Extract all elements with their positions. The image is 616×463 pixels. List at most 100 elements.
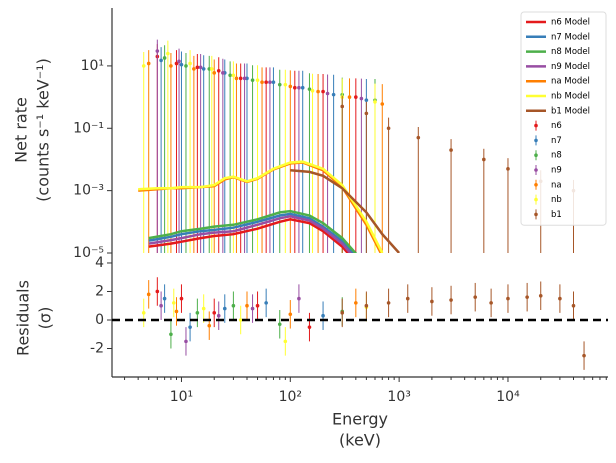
data-point	[293, 85, 297, 90]
legend-label: n8	[551, 151, 562, 161]
data-point	[198, 65, 203, 70]
data-point	[212, 311, 217, 315]
data-point	[449, 298, 453, 302]
y-tick-label: 10¹	[81, 58, 104, 74]
legend-label: b1 Model	[551, 106, 590, 116]
data-point	[201, 306, 206, 311]
data-point	[141, 64, 146, 68]
legend-label: n6	[551, 121, 562, 131]
data-point	[525, 295, 529, 299]
data-point	[177, 59, 181, 64]
data-point	[169, 332, 173, 337]
data-point	[288, 312, 293, 317]
data-point	[141, 311, 146, 315]
data-point	[231, 73, 236, 78]
model-line	[148, 209, 358, 253]
data-point	[146, 292, 151, 297]
legend-label: n8 Model	[551, 47, 590, 57]
data-point	[159, 58, 163, 63]
data-point	[222, 306, 227, 311]
data-point	[449, 148, 453, 152]
data-point	[195, 65, 200, 70]
data-point	[250, 306, 255, 311]
data-point	[386, 301, 391, 305]
data-point	[188, 325, 192, 329]
y-label: (σ)	[36, 307, 55, 330]
data-point	[162, 56, 167, 60]
x-tick-label: 10³	[387, 389, 410, 405]
data-point	[300, 85, 305, 90]
data-point	[373, 100, 377, 104]
plot-area	[138, 39, 576, 253]
model-line	[148, 218, 350, 253]
data-point	[386, 126, 391, 131]
data-point	[264, 80, 268, 85]
data-point	[359, 96, 364, 101]
legend-swatch	[534, 183, 538, 187]
legend-swatch	[534, 138, 538, 143]
data-point	[473, 295, 478, 299]
data-point	[166, 51, 170, 56]
data-point	[277, 322, 282, 327]
data-point	[271, 80, 276, 85]
data-point	[283, 339, 288, 344]
legend-swatch	[534, 168, 538, 172]
data-point	[250, 78, 255, 82]
y-tick-label: 4	[95, 255, 104, 271]
legend-label: b1	[551, 210, 562, 220]
data-point	[216, 313, 221, 318]
data-point	[416, 135, 421, 140]
data-point	[321, 89, 325, 94]
plot-area	[141, 277, 586, 370]
data-point	[354, 95, 358, 99]
data-point	[340, 311, 345, 315]
data-point	[238, 76, 243, 81]
legend-swatch	[534, 123, 538, 128]
model-line	[148, 215, 352, 253]
data-point	[231, 303, 236, 308]
data-point	[207, 67, 212, 71]
legend-swatch	[534, 212, 538, 217]
data-point	[184, 64, 188, 68]
data-point	[210, 67, 214, 71]
data-point	[331, 92, 336, 97]
data-point	[234, 76, 239, 81]
legend: n6 Model n7 Model n8 Model n9 Model na Model…	[520, 11, 607, 226]
data-point	[192, 67, 196, 71]
data-point	[255, 78, 260, 82]
legend-label: n7 Model	[551, 32, 590, 42]
legend-swatch	[534, 197, 538, 202]
data-point	[364, 303, 369, 308]
legend-label: n9 Model	[551, 62, 590, 72]
data-point	[405, 296, 410, 301]
data-point	[297, 296, 301, 301]
data-point	[558, 296, 562, 301]
legend-label: na Model	[551, 77, 590, 87]
data-point	[538, 293, 543, 298]
data-point	[207, 323, 212, 328]
data-point	[364, 98, 369, 102]
data-point	[212, 71, 217, 75]
data-point	[380, 102, 385, 106]
data-point	[155, 289, 160, 294]
legend-label: nb Model	[551, 92, 590, 102]
data-point	[325, 91, 330, 96]
data-point	[340, 104, 345, 109]
data-point	[255, 303, 260, 308]
legend-label: nb	[551, 195, 562, 205]
x-label: Energy	[332, 410, 388, 429]
data-point	[188, 61, 192, 66]
data-point	[307, 87, 312, 91]
y-label: (counts s⁻¹ keV⁻¹)	[34, 58, 53, 202]
data-point	[354, 301, 358, 305]
data-point	[482, 157, 486, 162]
data-point	[506, 167, 510, 171]
data-point	[162, 296, 167, 301]
data-point	[364, 111, 369, 116]
data-point	[571, 303, 576, 308]
data-point	[174, 309, 179, 314]
model-line	[138, 160, 384, 253]
y-label: Net rate	[12, 97, 31, 163]
legend-label: n6 Model	[551, 18, 590, 28]
